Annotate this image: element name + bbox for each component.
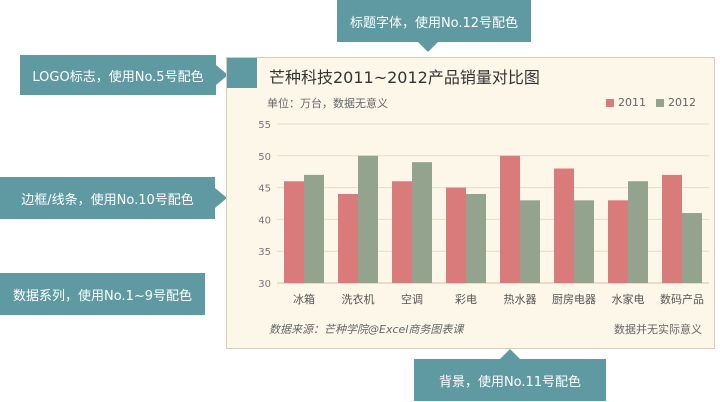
bar-2011-0 [284,181,304,283]
x-tick-label: 洗衣机 [342,292,375,306]
callout-background: 背景，使用No.11号配色 [414,359,606,401]
x-tick-label: 冰箱 [293,292,315,306]
legend-item-2012: 2012 [656,96,696,109]
chart-card: 芒种科技2011~2012产品销量对比图 单位：万台，数据无意义 2011 20… [226,57,715,349]
callout-title-font: 标题字体，使用No.12号配色 [337,0,531,42]
legend-label-2011: 2011 [618,96,646,109]
chart-source: 数据来源：芒种学院@Excel商务图表课 [269,323,464,336]
bar-2011-2 [392,181,412,283]
x-tick-label: 数码产品 [660,292,704,306]
bar-2011-1 [338,193,358,283]
bar-2012-1 [358,155,378,283]
bar-2012-3 [466,193,486,283]
y-tick-label: 30 [258,279,271,290]
x-tick-label: 厨房电器 [552,293,596,306]
legend-label-2012: 2012 [668,96,696,109]
bar-2012-6 [628,181,648,283]
chart-subtitle: 单位：万台，数据无意义 [267,97,388,110]
chart-legend: 2011 2012 [606,96,696,109]
legend-item-2011: 2011 [606,96,646,109]
y-tick-label: 35 [258,247,271,258]
bar-2012-5 [574,200,594,283]
y-tick-label: 40 [258,215,271,226]
y-tick-label: 55 [258,120,271,131]
callout-border: 边框/线条，使用No.10号配色 [0,177,215,219]
plot-area: 30 35 40 45 50 55 冰箱 洗衣机 空调 彩电 热水器 厨房电器 水家电 数码产品 [258,120,709,306]
callout-series: 数据系列，使用No.1~9号配色 [0,273,205,315]
chart-title: 芒种科技2011~2012产品销量对比图 [269,68,540,87]
bar-2011-5 [554,168,574,283]
bar-2011-6 [608,200,628,283]
x-tick-label: 水家电 [612,292,645,306]
x-tick-label: 彩电 [455,293,477,306]
bar-2011-4 [500,155,520,283]
bar-2012-4 [520,200,540,283]
logo-mark [227,58,257,88]
legend-swatch-2012 [656,98,664,107]
bar-2011-7 [662,174,682,283]
chart-note: 数据并无实际意义 [614,323,702,336]
callout-logo-pointer [216,65,228,85]
callout-logo: LOGO标志，使用No.5号配色 [20,55,216,95]
x-tick-label: 空调 [401,292,423,306]
callout-border-pointer [215,188,227,208]
x-tick-label: 热水器 [504,293,537,306]
bar-2011-3 [446,187,466,283]
y-tick-label: 50 [258,152,271,163]
bar-2012-2 [412,162,432,283]
bar-2012-0 [304,174,324,283]
bar-2012-7 [682,213,702,283]
callout-background-pointer [500,349,520,359]
y-tick-label: 45 [258,184,271,195]
callout-title-pointer [418,42,438,52]
legend-swatch-2011 [606,98,614,107]
